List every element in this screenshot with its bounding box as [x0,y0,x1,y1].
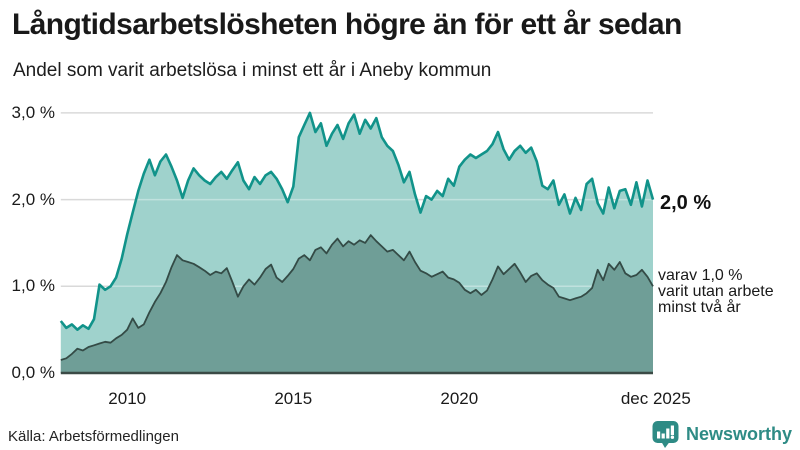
total-series-end-label: 2,0 % [660,192,712,214]
two-year-label-line-2: varit utan arbete [658,283,774,300]
x-tick-label: 2015 [274,389,313,408]
x-tick-label: 2020 [440,389,479,408]
newsworthy-logo: Newsworthy [652,418,792,450]
x-tick-label: dec 2025 [620,389,691,408]
two-year-unemployed-area [60,235,654,373]
x-tick-label: 2010 [108,389,147,408]
two-year-unemployed-line [60,234,654,361]
two-year-series-end-label: varav 1,0 % varit utan arbete minst två … [658,268,800,316]
source-note: Källa: Arbetsförmedlingen [8,428,179,445]
chart-subtitle: Andel som varit arbetslösa i minst ett å… [13,60,492,81]
page-title: Långtidsarbetslösheten högre än för ett … [12,8,682,41]
total-unemployed-line [59,111,655,331]
two-year-label-line-1: varav 1,0 % [658,267,743,284]
y-tick-label: 2,0 % [11,189,55,209]
y-tick-label: 0,0 % [11,363,55,382]
y-tick-label: 3,0 % [11,102,55,122]
unemployment-area-chart [59,111,655,375]
newsworthy-speech-bubble-chart-icon [652,420,679,448]
newsworthy-wordmark: Newsworthy [685,423,792,444]
y-tick-label: 1,0 % [11,276,55,296]
two-year-label-line-3: minst två år [658,299,741,316]
